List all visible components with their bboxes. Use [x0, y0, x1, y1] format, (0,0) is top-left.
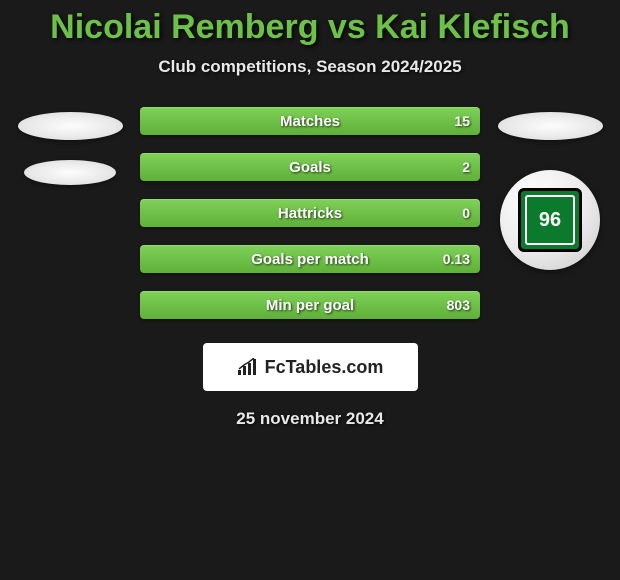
avatar-placeholder-icon	[18, 112, 123, 140]
stat-label: Goals	[289, 159, 331, 176]
brand-badge[interactable]: FcTables.com	[203, 343, 418, 391]
right-player-col: 96	[490, 107, 610, 270]
stat-value: 15	[454, 113, 470, 129]
content-row: Matches 15 Goals 2 Hattricks 0 Goals per…	[0, 107, 620, 319]
stat-row-min-per-goal: Min per goal 803	[140, 291, 480, 319]
club-placeholder-icon	[24, 160, 116, 185]
subtitle: Club competitions, Season 2024/2025	[0, 57, 620, 77]
chart-icon	[237, 358, 259, 376]
date-label: 25 november 2024	[0, 409, 620, 429]
comparison-card: Nicolai Remberg vs Kai Klefisch Club com…	[0, 0, 620, 429]
stat-value: 803	[447, 297, 470, 313]
stat-value: 2	[462, 159, 470, 175]
stat-value: 0.13	[443, 251, 470, 267]
brand-text: FcTables.com	[265, 357, 384, 378]
avatar-placeholder-icon	[498, 112, 603, 140]
stat-label: Hattricks	[278, 205, 342, 222]
club-logo: 96	[500, 170, 600, 270]
left-player-col	[10, 107, 130, 185]
stat-row-goals-per-match: Goals per match 0.13	[140, 245, 480, 273]
stat-label: Matches	[280, 113, 340, 130]
stat-label: Goals per match	[251, 251, 369, 268]
stat-row-matches: Matches 15	[140, 107, 480, 135]
stat-row-goals: Goals 2	[140, 153, 480, 181]
stats-column: Matches 15 Goals 2 Hattricks 0 Goals per…	[135, 107, 485, 319]
club-logo-text: 96	[518, 188, 582, 252]
page-title: Nicolai Remberg vs Kai Klefisch	[0, 8, 620, 47]
stat-value: 0	[462, 205, 470, 221]
stat-row-hattricks: Hattricks 0	[140, 199, 480, 227]
stat-label: Min per goal	[266, 297, 354, 314]
